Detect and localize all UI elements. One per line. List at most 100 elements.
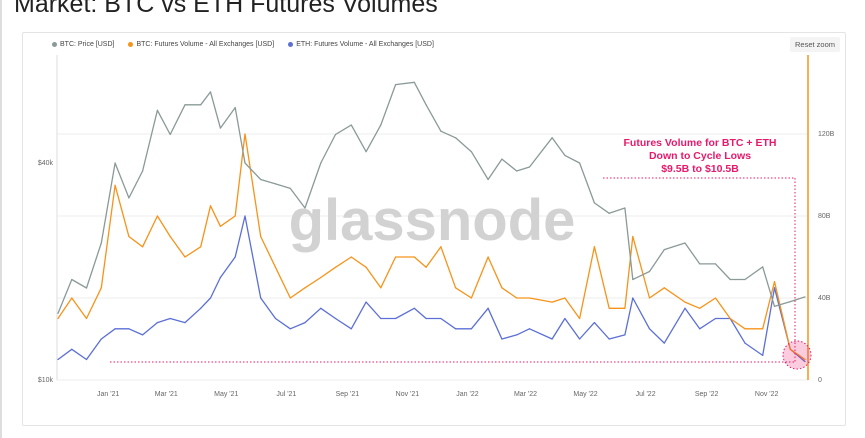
watermark: glassnode <box>289 188 576 253</box>
btc-volume-point <box>773 281 776 283</box>
x-tick-label: Mar '22 <box>514 391 537 398</box>
eth-volume-point <box>85 358 88 361</box>
eth-volume-point <box>334 317 337 320</box>
btc-price-point <box>156 109 158 111</box>
x-tick-label: Mar '21 <box>155 391 178 398</box>
btc-volume-point <box>334 266 337 268</box>
y-left-tick-label: $10k <box>38 377 54 384</box>
btc-volume-point <box>85 317 88 320</box>
btc-price-point <box>455 137 457 139</box>
eth-volume-point <box>156 322 158 324</box>
eth-volume-point <box>128 328 130 330</box>
btc-price-point <box>789 301 791 303</box>
btc-volume-point <box>762 328 764 330</box>
btc-volume-point <box>470 297 472 299</box>
x-tick-label: Sep '22 <box>695 391 719 398</box>
eth-volume-point <box>71 348 73 350</box>
x-tick-label: May '21 <box>214 391 238 398</box>
eth-volume-point <box>528 328 531 330</box>
btc-volume-point <box>57 317 59 320</box>
annotation-circle <box>782 340 812 370</box>
x-tick-label: Nov '21 <box>396 391 420 398</box>
btc-price-point <box>564 154 566 156</box>
eth-volume-point <box>274 317 277 320</box>
btc-price-point <box>729 278 731 281</box>
reset-zoom-button[interactable]: Reset zoom <box>790 37 841 52</box>
eth-volume-point <box>632 297 634 299</box>
eth-volume-point <box>624 334 626 336</box>
btc-volume-point <box>593 246 596 248</box>
btc-price-point <box>714 263 717 265</box>
y-right-tick-label: 40B <box>818 295 831 302</box>
btc-volume-point <box>260 235 262 238</box>
btc-price-point <box>487 178 489 181</box>
btc-volume-point <box>440 246 442 248</box>
btc-volume-point <box>487 256 489 258</box>
btc-price-point <box>184 104 186 106</box>
btc-price-point <box>304 207 306 209</box>
annotation-text: $9.5B to $10.5B <box>661 163 739 175</box>
btc-volume-point <box>455 287 457 289</box>
eth-volume-point <box>169 317 171 320</box>
btc-volume-point <box>744 328 746 330</box>
eth-volume-point <box>455 328 457 330</box>
btc-price-point <box>413 81 415 83</box>
eth-volume-point <box>773 287 776 289</box>
eth-volume-point <box>365 301 367 303</box>
btc-volume-point <box>624 307 626 309</box>
btc-price-point <box>470 151 472 153</box>
btc-volume-point <box>320 276 322 279</box>
btc-volume-point <box>142 246 144 248</box>
eth-volume-point <box>394 317 397 320</box>
btc-volume-point <box>729 317 731 320</box>
eth-volume-point <box>304 322 306 324</box>
eth-volume-point <box>234 256 236 258</box>
eth-volume-point <box>260 297 262 299</box>
eth-volume-point <box>663 342 665 344</box>
btc-price-point <box>244 162 246 164</box>
btc-price-point <box>699 263 701 265</box>
x-tick-label: May '22 <box>573 391 597 398</box>
btc-volume-point <box>71 297 73 299</box>
btc-price-point <box>114 162 116 164</box>
eth-volume-point <box>289 328 291 330</box>
btc-volume-point <box>663 287 665 289</box>
legend-dot <box>288 42 294 47</box>
annotation-text: Futures Volume for BTC + ETH <box>624 137 777 149</box>
btc-price-point <box>624 207 626 209</box>
btc-price-point <box>684 242 686 244</box>
legend-item-btc-price[interactable]: BTC: Price [USD] <box>52 41 114 48</box>
x-tick-label: Nov '22 <box>755 391 779 398</box>
btc-price-point <box>528 166 531 168</box>
btc-price-point <box>648 270 651 273</box>
btc-price-point <box>551 137 553 139</box>
legend-label: BTC: Price [USD] <box>60 41 115 48</box>
btc-volume-point <box>528 297 531 299</box>
btc-volume-point <box>789 348 791 350</box>
btc-price-point <box>440 130 442 132</box>
eth-volume-point <box>699 328 701 330</box>
legend: BTC: Price [USD] BTC: Futures Volume - A… <box>52 41 434 48</box>
eth-volume-point <box>425 317 427 320</box>
eth-volume-point <box>564 317 566 320</box>
btc-price-point <box>579 162 581 164</box>
btc-price-point <box>142 170 144 172</box>
btc-volume-point <box>169 235 171 238</box>
legend-dot <box>128 42 134 47</box>
btc-volume-line <box>57 133 806 361</box>
eth-volume-point <box>470 328 472 330</box>
btc-price-point <box>169 133 171 136</box>
legend-item-btc-volume[interactable]: BTC: Futures Volume - All Exchanges [USD… <box>128 41 274 48</box>
legend-item-eth-volume[interactable]: ETH: Futures Volume - All Exchanges [USD… <box>288 41 434 48</box>
btc-volume-point <box>234 215 236 217</box>
btc-volume-point <box>350 256 352 258</box>
btc-price-point <box>365 151 367 153</box>
eth-volume-point <box>57 358 59 361</box>
btc-volume-point <box>128 235 130 238</box>
chart-card <box>22 32 846 426</box>
eth-volume-point <box>608 338 610 340</box>
btc-volume-point <box>156 215 158 217</box>
eth-volume-point <box>593 322 596 324</box>
btc-price-point <box>394 84 397 86</box>
